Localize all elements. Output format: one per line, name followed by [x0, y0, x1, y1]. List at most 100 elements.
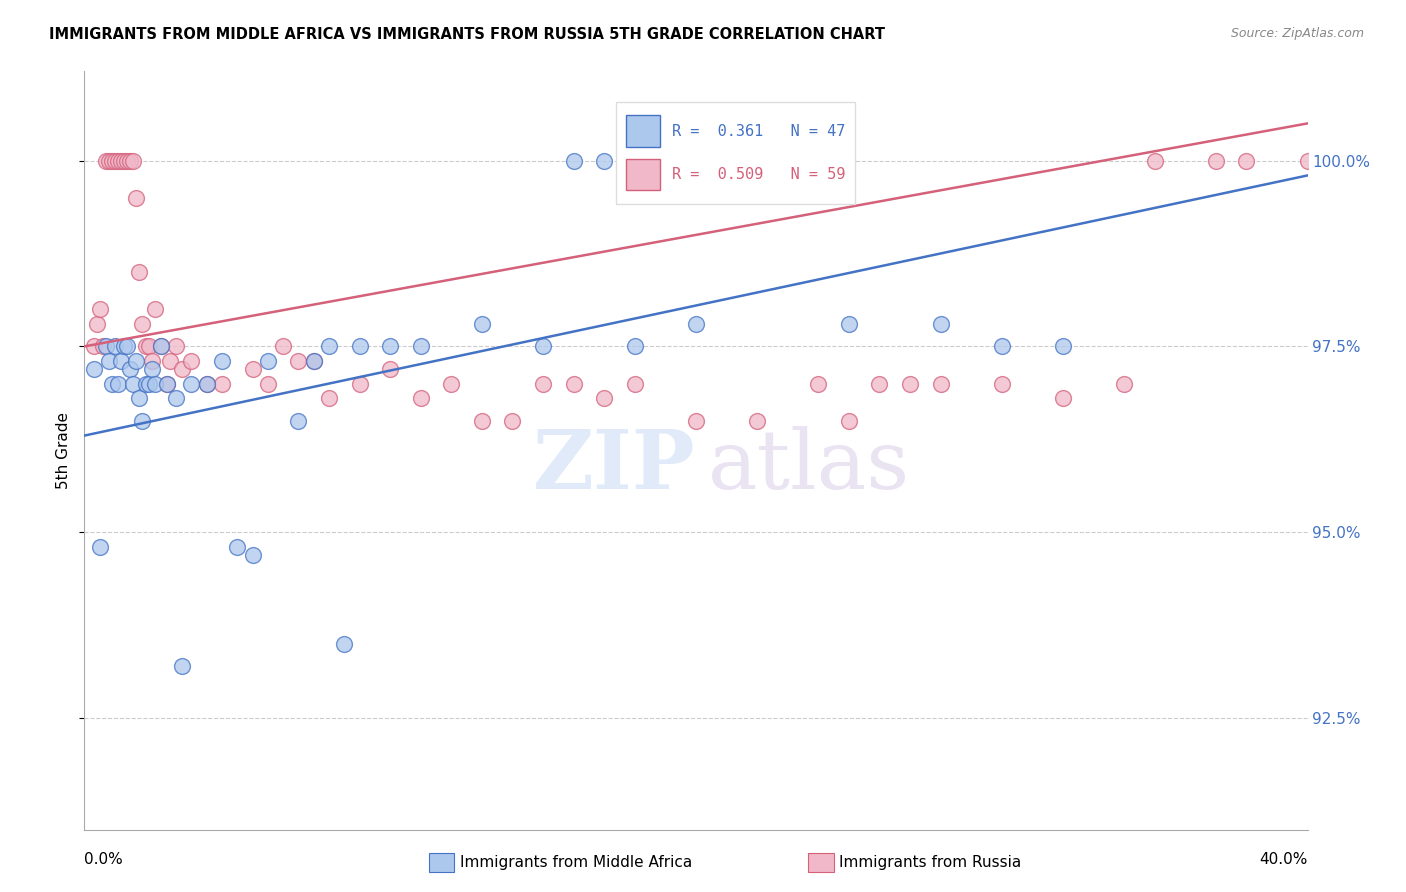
Point: [125, 191, 148, 205]
Point: [141, 361, 163, 376]
Point: [898, 376, 921, 391]
Point: [747, 153, 769, 168]
Point: [471, 317, 494, 331]
Point: [94, 153, 117, 168]
Point: [838, 414, 860, 428]
Point: [110, 153, 132, 168]
Point: [135, 339, 157, 353]
Point: [143, 302, 166, 317]
Point: [101, 153, 124, 168]
Point: [94, 339, 117, 353]
Point: [195, 376, 218, 391]
Point: [110, 354, 132, 368]
Point: [107, 376, 129, 391]
Point: [991, 339, 1014, 353]
Point: [685, 317, 707, 331]
Point: [128, 265, 150, 279]
Point: [409, 392, 432, 406]
Point: [89, 540, 111, 554]
Point: [122, 376, 145, 391]
Text: ZIP: ZIP: [533, 425, 696, 506]
Text: R =  0.509   N = 59: R = 0.509 N = 59: [672, 167, 845, 182]
Point: [593, 392, 616, 406]
Point: [1143, 153, 1166, 168]
Point: [302, 354, 325, 368]
Text: atlas: atlas: [709, 425, 910, 506]
Point: [624, 339, 647, 353]
Point: [593, 153, 616, 168]
Point: [138, 339, 160, 353]
Point: [226, 540, 249, 554]
Point: [128, 392, 150, 406]
Point: [83, 339, 105, 353]
Point: [471, 414, 494, 428]
Point: [531, 376, 554, 391]
Point: [149, 339, 172, 353]
Point: [86, 317, 108, 331]
FancyBboxPatch shape: [616, 102, 855, 204]
Point: [271, 339, 294, 353]
Text: 40.0%: 40.0%: [1260, 852, 1308, 867]
Text: Immigrants from Middle Africa: Immigrants from Middle Africa: [460, 855, 692, 870]
Point: [380, 361, 402, 376]
Point: [409, 339, 432, 353]
Point: [624, 376, 647, 391]
Point: [112, 153, 135, 168]
Point: [685, 414, 707, 428]
Point: [180, 376, 202, 391]
Point: [1236, 153, 1258, 168]
Point: [1296, 153, 1319, 168]
Point: [156, 376, 179, 391]
FancyBboxPatch shape: [626, 115, 661, 147]
Point: [747, 414, 769, 428]
Text: 0.0%: 0.0%: [84, 852, 124, 867]
Point: [1205, 153, 1227, 168]
Point: [138, 376, 160, 391]
Point: [141, 354, 163, 368]
Point: [97, 354, 120, 368]
Point: [1114, 376, 1136, 391]
Point: [807, 376, 830, 391]
Point: [104, 339, 127, 353]
Point: [531, 339, 554, 353]
Point: [159, 354, 181, 368]
Point: [156, 376, 179, 391]
Point: [440, 376, 463, 391]
Point: [115, 153, 138, 168]
Point: [211, 376, 233, 391]
Point: [1052, 392, 1074, 406]
Point: [502, 414, 524, 428]
Point: [869, 376, 891, 391]
Point: [318, 339, 340, 353]
Point: [135, 376, 157, 391]
Point: [287, 414, 309, 428]
Point: [380, 339, 402, 353]
Point: [318, 392, 340, 406]
Point: [180, 354, 202, 368]
Point: [242, 548, 264, 562]
Point: [287, 354, 309, 368]
Point: [333, 637, 356, 651]
Point: [104, 153, 127, 168]
Text: Source: ZipAtlas.com: Source: ZipAtlas.com: [1230, 27, 1364, 40]
Point: [149, 339, 172, 353]
Point: [131, 414, 153, 428]
Text: Immigrants from Russia: Immigrants from Russia: [839, 855, 1022, 870]
Point: [562, 153, 585, 168]
Point: [562, 376, 585, 391]
Point: [131, 317, 153, 331]
Point: [929, 317, 952, 331]
Point: [83, 361, 105, 376]
Point: [115, 339, 138, 353]
Point: [172, 659, 194, 673]
Point: [91, 339, 114, 353]
Point: [349, 339, 371, 353]
Point: [101, 376, 124, 391]
Point: [143, 376, 166, 391]
Point: [302, 354, 325, 368]
Point: [349, 376, 371, 391]
Point: [165, 392, 187, 406]
Point: [120, 361, 142, 376]
Point: [112, 339, 135, 353]
Text: IMMIGRANTS FROM MIDDLE AFRICA VS IMMIGRANTS FROM RUSSIA 5TH GRADE CORRELATION CH: IMMIGRANTS FROM MIDDLE AFRICA VS IMMIGRA…: [49, 27, 886, 42]
